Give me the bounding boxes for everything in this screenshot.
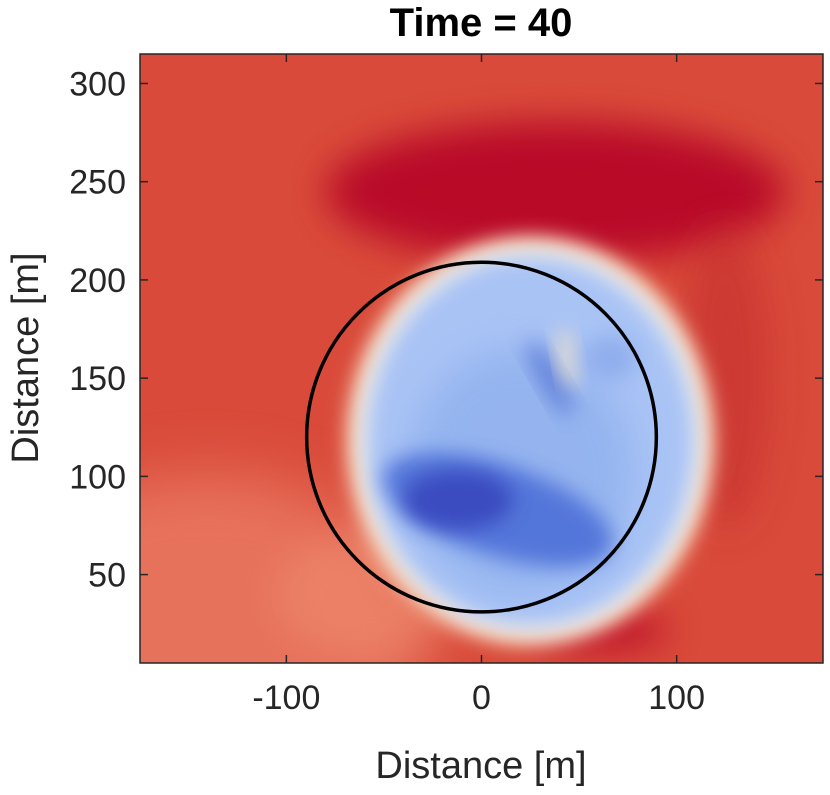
overlay-circle [304,260,659,614]
y-tick-label: 150 [69,360,126,398]
chart-title: Time = 40 [390,1,573,45]
x-tick-label: -100 [252,679,320,717]
y-tick-label: 200 [69,262,126,300]
y-tick-label: 100 [69,458,126,496]
heat-minimum-core [403,469,514,530]
x-tick-label: 100 [648,679,705,717]
heat-minimum [527,341,573,415]
y-tick-label: 50 [88,557,126,595]
y-tick-label: 250 [69,164,126,202]
x-axis: -100 0 100 [252,54,705,717]
x-axis-label: Distance [m] [375,745,586,787]
heat-pale-swirl [557,328,579,388]
heat-swirl-blue [583,336,636,381]
y-axis-label: Distance [m] [5,252,47,463]
x-tick-label: 0 [472,679,491,717]
y-tick-label: 300 [69,65,126,103]
heat-maximum [325,121,786,262]
heatmap-plot-area [140,54,823,663]
y-axis: 50 100 150 200 250 300 [69,65,823,595]
